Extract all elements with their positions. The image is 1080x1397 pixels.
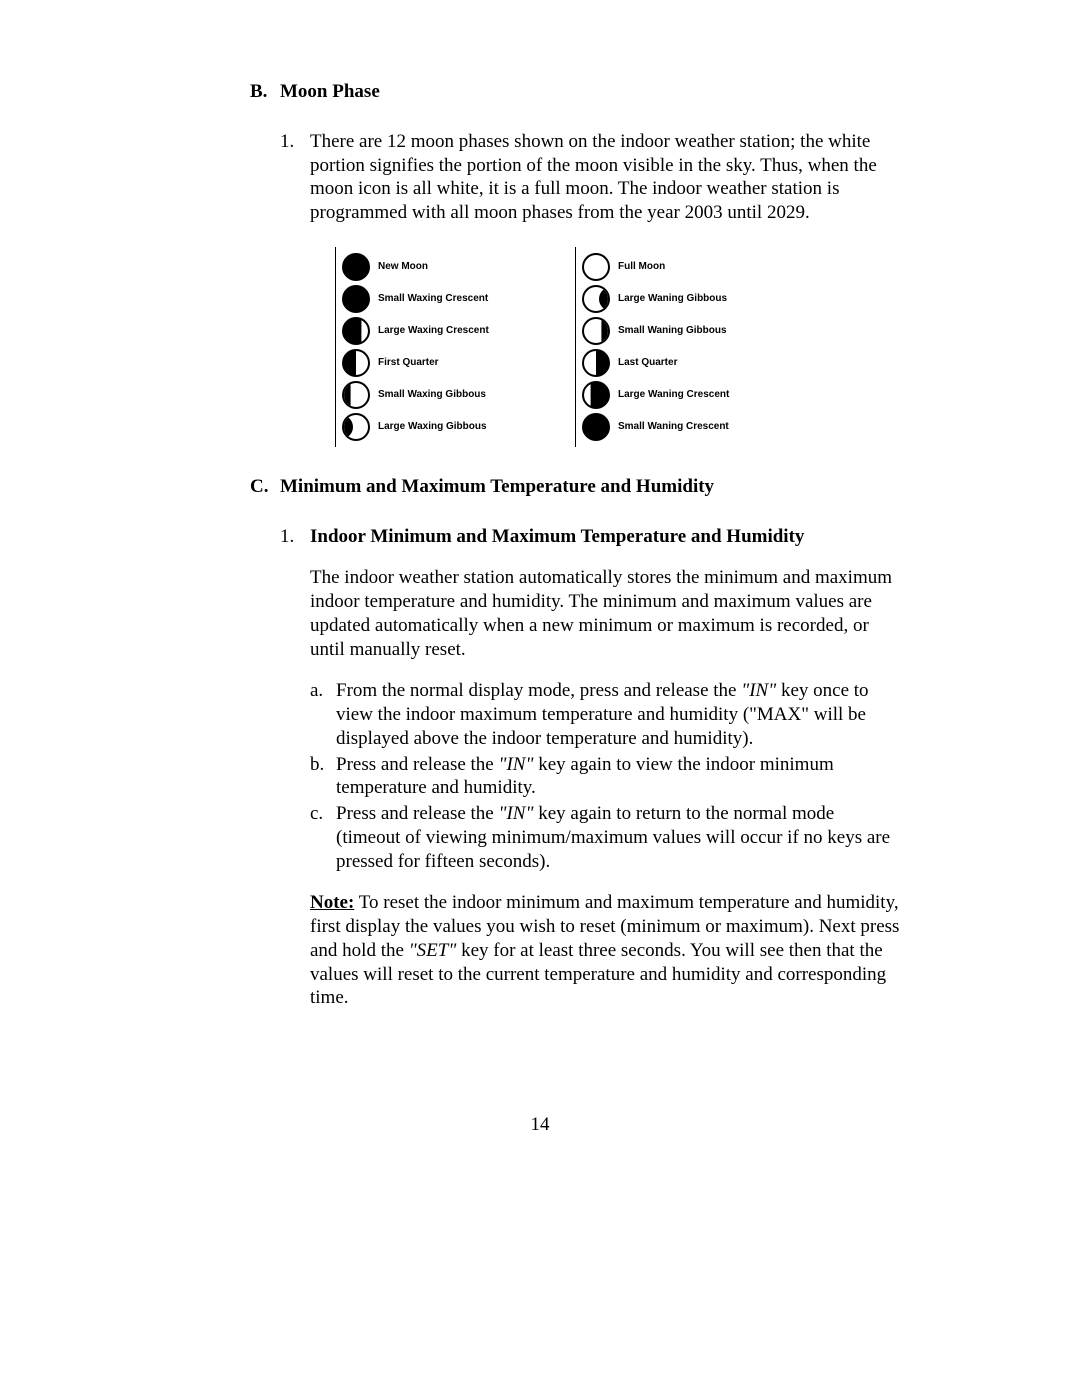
large-waning-crescent-icon <box>582 381 610 409</box>
key-name: "IN" <box>499 803 534 824</box>
moon-label: Last Quarter <box>618 357 677 370</box>
last-quarter-icon <box>582 349 610 377</box>
large-waxing-crescent-icon <box>342 317 370 345</box>
section-title: Minimum and Maximum Temperature and Humi… <box>280 475 714 499</box>
document-page: B. Moon Phase 1. There are 12 moon phase… <box>0 0 1080 1397</box>
large-waning-gibbous-icon <box>582 285 610 313</box>
text-pre: Press and release the <box>336 803 499 824</box>
section-c-sub-1: 1. Indoor Minimum and Maximum Temperatur… <box>280 525 900 549</box>
moon-label: New Moon <box>378 261 428 274</box>
moon-label: Small Waning Gibbous <box>618 325 727 338</box>
moon-row-large-waxing-gibbous: Large Waxing Gibbous <box>342 411 567 443</box>
moon-row-new: New Moon <box>342 251 567 283</box>
moon-row-large-waning-crescent: Large Waning Crescent <box>582 379 807 411</box>
small-waxing-gibbous-icon <box>342 381 370 409</box>
moon-column-waxing: New Moon Small Waxing Crescent Large Wax… <box>335 247 575 447</box>
moon-label: Small Waning Crescent <box>618 421 729 434</box>
alpha-letter: b. <box>310 753 336 801</box>
first-quarter-icon <box>342 349 370 377</box>
moon-row-full: Full Moon <box>582 251 807 283</box>
list-text: There are 12 moon phases shown on the in… <box>310 130 900 225</box>
new-moon-icon <box>342 253 370 281</box>
moon-row-large-waxing-crescent: Large Waxing Crescent <box>342 315 567 347</box>
alpha-item-a: a. From the normal display mode, press a… <box>310 679 900 750</box>
moon-row-small-waxing-crescent: Small Waxing Crescent <box>342 283 567 315</box>
small-waning-crescent-icon <box>582 413 610 441</box>
section-letter: B. <box>250 80 280 104</box>
alpha-text: From the normal display mode, press and … <box>336 679 900 750</box>
moon-column-waning: Full Moon Large Waning Gibbous Small Wan… <box>575 247 815 447</box>
moon-row-first-quarter: First Quarter <box>342 347 567 379</box>
alpha-text: Press and release the "IN" key again to … <box>336 802 900 873</box>
small-waxing-crescent-icon <box>342 285 370 313</box>
moon-row-small-waning-crescent: Small Waning Crescent <box>582 411 807 443</box>
alpha-text: Press and release the "IN" key again to … <box>336 753 900 801</box>
key-name: "SET" <box>409 940 457 961</box>
moon-label: Large Waning Crescent <box>618 389 729 402</box>
moon-label: Large Waxing Gibbous <box>378 421 487 434</box>
moon-row-last-quarter: Last Quarter <box>582 347 807 379</box>
moon-row-large-waning-gibbous: Large Waning Gibbous <box>582 283 807 315</box>
moon-label: First Quarter <box>378 357 439 370</box>
alpha-letter: c. <box>310 802 336 873</box>
subsection-title: Indoor Minimum and Maximum Temperature a… <box>310 525 900 549</box>
section-b-heading: B. Moon Phase <box>250 80 900 104</box>
moon-row-small-waxing-gibbous: Small Waxing Gibbous <box>342 379 567 411</box>
section-c-paragraph: The indoor weather station automatically… <box>310 566 900 661</box>
moon-label: Full Moon <box>618 261 665 274</box>
moon-label: Small Waxing Crescent <box>378 293 488 306</box>
moon-label: Large Waxing Crescent <box>378 325 489 338</box>
text-pre: From the normal display mode, press and … <box>336 680 741 701</box>
moon-row-small-waning-gibbous: Small Waning Gibbous <box>582 315 807 347</box>
list-number: 1. <box>280 130 310 225</box>
moon-label: Large Waning Gibbous <box>618 293 727 306</box>
section-b-item-1: 1. There are 12 moon phases shown on the… <box>280 130 900 225</box>
alpha-item-b: b. Press and release the "IN" key again … <box>310 753 900 801</box>
section-letter: C. <box>250 475 280 499</box>
section-c-heading: C. Minimum and Maximum Temperature and H… <box>250 475 900 499</box>
small-waning-gibbous-icon <box>582 317 610 345</box>
list-number: 1. <box>280 525 310 549</box>
key-name: "IN" <box>741 680 776 701</box>
key-name: "IN" <box>499 754 534 775</box>
note-label: Note: <box>310 892 354 913</box>
full-moon-icon <box>582 253 610 281</box>
large-waxing-gibbous-icon <box>342 413 370 441</box>
section-title: Moon Phase <box>280 80 380 104</box>
alpha-item-c: c. Press and release the "IN" key again … <box>310 802 900 873</box>
alpha-list: a. From the normal display mode, press a… <box>310 679 900 873</box>
page-number: 14 <box>0 1113 1080 1137</box>
alpha-letter: a. <box>310 679 336 750</box>
note-block: Note: To reset the indoor minimum and ma… <box>310 891 900 1010</box>
moon-phase-diagram: New Moon Small Waxing Crescent Large Wax… <box>335 247 815 447</box>
moon-label: Small Waxing Gibbous <box>378 389 486 402</box>
text-pre: Press and release the <box>336 754 499 775</box>
